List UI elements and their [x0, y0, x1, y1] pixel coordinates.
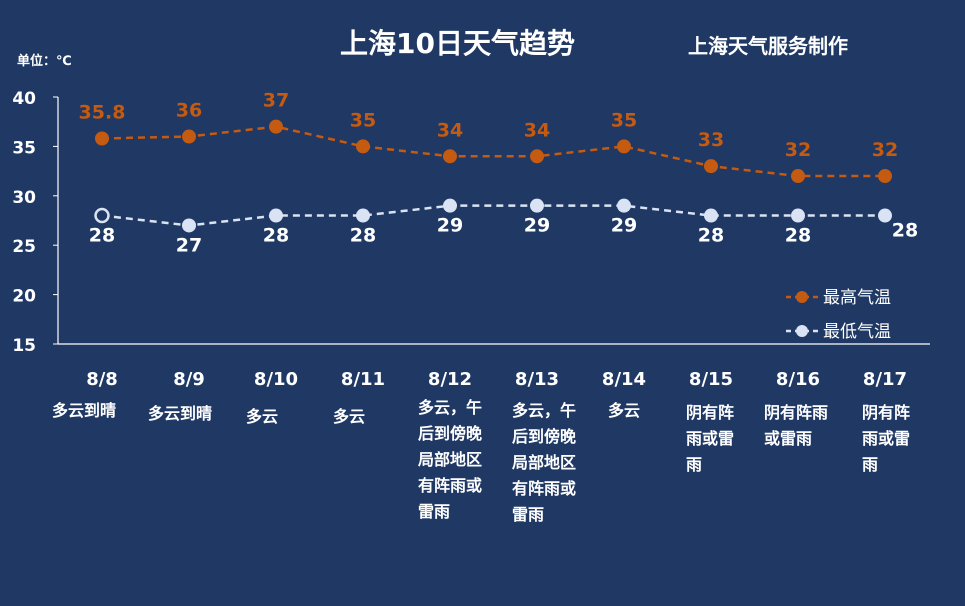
low-temp-point [443, 198, 457, 213]
high-temp-line [101, 125, 885, 178]
x-tick-label: 8/10 [254, 369, 298, 390]
low-temp-label: 28 [350, 225, 376, 247]
low-temp-label: 29 [437, 215, 463, 237]
legend-low-marker [786, 323, 818, 337]
x-tick-label: 8/15 [689, 369, 733, 390]
low-temp-point [617, 198, 631, 213]
x-tick-label: 8/12 [428, 369, 472, 390]
y-tick-label: 30 [12, 188, 36, 208]
high-temp-point [95, 131, 109, 146]
chart-credit: 上海天气服务制作 [688, 34, 848, 58]
low-temp-point [182, 218, 196, 233]
legend-high: 最高气温 [786, 283, 891, 308]
legend-low-label: 最低气温 [823, 322, 891, 342]
low-temp-label: 28 [89, 225, 115, 247]
weather-desc: 多云到晴 [52, 401, 117, 420]
legend-high-marker [786, 289, 818, 303]
low-temp-point [878, 208, 892, 223]
high-temp-label: 34 [524, 119, 550, 141]
high-temp-label: 35 [350, 109, 376, 131]
x-tick-label: 8/14 [602, 369, 646, 390]
legend-high-label: 最高气温 [823, 288, 891, 308]
high-temp-point [617, 139, 631, 154]
low-temp-point [269, 208, 283, 223]
weather-desc: 多云 [333, 407, 366, 426]
high-temp-point [269, 119, 283, 134]
y-tick-label: 35 [12, 138, 36, 158]
low-temp-label: 27 [176, 234, 202, 256]
x-tick-label: 8/17 [863, 369, 907, 390]
high-temp-label: 33 [698, 129, 724, 151]
low-temp-line [101, 204, 885, 227]
low-temp-label: 28 [785, 225, 811, 247]
x-tick-label: 8/8 [86, 369, 118, 390]
x-tick-label: 8/11 [341, 369, 385, 390]
weather-desc: 多云 [246, 407, 279, 426]
high-temp-label: 36 [176, 100, 202, 122]
y-tick-label: 25 [12, 237, 36, 257]
low-temp-point [704, 208, 718, 223]
high-temp-label: 32 [872, 139, 898, 161]
high-temp-point [704, 159, 718, 174]
y-tick-label: 15 [12, 336, 36, 356]
high-temp-label: 32 [785, 139, 811, 161]
weather-desc: 多云 [608, 401, 641, 420]
high-temp-point [878, 169, 892, 184]
high-temp-label: 35 [611, 109, 637, 131]
weather-desc: 阴有阵雨 或雷雨 [764, 403, 829, 448]
x-tick-label: 8/9 [173, 369, 205, 390]
high-temp-point [530, 149, 544, 164]
chart-title: 上海10日天气趋势 [340, 27, 575, 60]
low-temp-point [94, 207, 110, 224]
y-tick-label: 20 [12, 287, 36, 307]
x-tick-label: 8/16 [776, 369, 820, 390]
high-temp-point [791, 169, 805, 184]
low-temp-label: 28 [698, 225, 724, 247]
x-tick-label: 8/13 [515, 369, 559, 390]
high-temp-point [182, 129, 196, 144]
low-temp-point [791, 208, 805, 223]
high-temp-label: 37 [263, 90, 289, 112]
weather-desc: 多云到晴 [148, 404, 213, 423]
low-temp-label: 29 [611, 215, 637, 237]
high-temp-point [356, 139, 370, 154]
weather-desc: 多云，午 后到傍晚 局部地区 有阵雨或 雷雨 [418, 398, 483, 521]
weather-desc: 阴有阵 雨或雷 雨 [686, 403, 735, 474]
high-temp-label: 35.8 [79, 101, 126, 123]
weather-desc: 多云，午 后到傍晚 局部地区 有阵雨或 雷雨 [512, 401, 577, 524]
y-tick-label: 40 [12, 89, 36, 109]
low-temp-point [356, 208, 370, 223]
weather-desc: 阴有阵 雨或雷 雨 [862, 403, 911, 474]
high-temp-label: 34 [437, 119, 463, 141]
low-temp-point [530, 198, 544, 213]
low-temp-label: 29 [524, 215, 550, 237]
legend-low: 最低气温 [786, 317, 891, 342]
high-temp-point [443, 149, 457, 164]
low-temp-label: 28 [263, 225, 289, 247]
low-temp-label: 28 [892, 220, 918, 242]
unit-label: 单位：℃ [17, 54, 72, 69]
